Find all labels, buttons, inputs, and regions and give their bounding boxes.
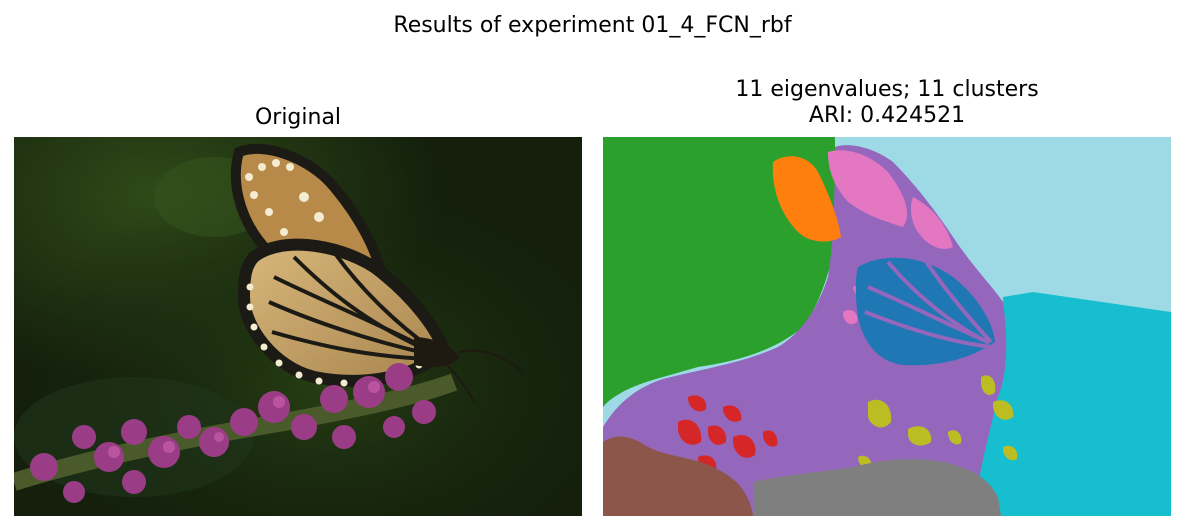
butterfly-body [414,337,459,367]
upper-wing-spots [245,159,324,236]
segmentation-title-line1: 11 eigenvalues; 11 clusters [735,77,1039,102]
original-image [14,137,582,516]
lower-wing-veins [268,250,435,361]
segment-green [603,137,835,407]
segment-pink [828,150,953,325]
butterfly-antenna [458,349,525,376]
segment-gray [753,459,1001,516]
segmentation-panel-title: 11 eigenvalues; 11 clusters ARI: 0.42452… [603,77,1171,129]
segment-cyan [973,292,1171,516]
butterfly-leg [443,361,475,403]
segment-red [678,395,778,471]
segment-brown [603,436,753,516]
segment-purple [603,145,1007,516]
segmentation-title-line2: ARI: 0.424521 [808,103,966,128]
flower-highlights [108,381,380,458]
figure-suptitle: Results of experiment 01_4_FCN_rbf [393,13,792,38]
segmentation-canvas [603,137,1171,516]
original-panel-title: Original [14,105,582,131]
segmentation-image [603,137,1171,516]
original-image-canvas [14,137,582,516]
segment-blue-veins [864,255,993,349]
segment-orange [772,156,841,242]
flower-stem [14,373,458,491]
original-title-text: Original [254,105,342,130]
segment-olive [858,375,1018,469]
